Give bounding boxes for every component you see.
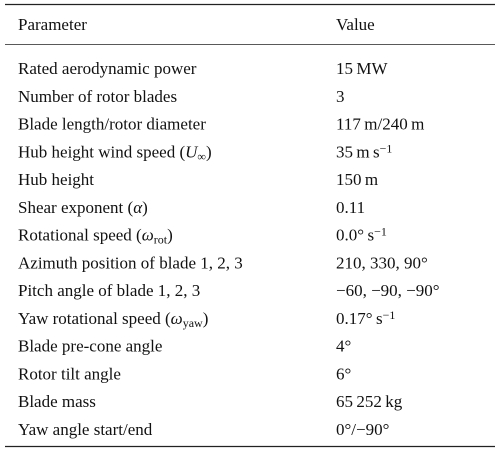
table-cell: Rated aerodynamic power [18,59,197,78]
text-run: Rotational speed ( [18,226,142,245]
table-cell: Yaw angle start/end [18,420,153,439]
table-cell: 0°/−90° [336,420,389,439]
table-cell: Rotational speed (ωrot) [18,226,173,247]
text-run: Hub height wind speed ( [18,142,185,161]
table-cell: 35 m s−1 [336,141,392,161]
table-cell: Pitch angle of blade 1, 2, 3 [18,281,200,300]
text-run-sup: −1 [383,308,396,322]
table-cell: 65 252 kg [336,392,403,411]
text-run: 0.17° s [336,309,383,328]
table-cell: Rotor tilt angle [18,364,121,383]
text-run: Shear exponent ( [18,198,134,217]
table-cell: 0.17° s−1 [336,308,395,328]
text-run-italic: α [133,198,143,217]
text-run: ) [203,309,209,328]
table-cell: Hub height wind speed (U∞) [18,142,212,163]
table-cell: 117 m/240 m [336,115,424,134]
text-run: ) [167,226,173,245]
table-cell: Yaw rotational speed (ωyaw) [18,309,208,330]
header-cell: Parameter [18,15,87,34]
text-run: 0.0° s [336,226,374,245]
table-cell: 15 MW [336,59,389,78]
header-cell: Value [336,15,375,34]
text-run: ) [142,198,148,217]
table-cell: Azimuth position of blade 1, 2, 3 [18,253,243,272]
text-run: 35 m s [336,142,380,161]
table-cell: 210, 330, 90° [336,253,428,272]
text-run-sub: yaw [183,316,203,330]
text-run-sup: −1 [374,224,387,238]
table-cell: 0.11 [336,198,365,217]
table-cell: 3 [336,87,345,106]
table-cell: Blade pre-cone angle [18,337,162,356]
table-cell: Number of rotor blades [18,87,177,106]
text-run-italic: ω [171,309,183,328]
table-cell: 6° [336,364,351,383]
table-cell: −60, −90, −90° [336,281,440,300]
table-cell: Blade mass [18,392,96,411]
text-run-sup: −1 [380,141,393,155]
table-cell: 150 m [336,170,378,189]
table-cell: Shear exponent (α) [18,198,148,217]
text-run: Yaw rotational speed ( [18,309,171,328]
table-cell: 0.0° s−1 [336,224,387,244]
text-run-italic: U [185,142,199,161]
text-run-sub: ∞ [197,149,206,163]
text-run-italic: ω [142,226,154,245]
text-run: ) [206,142,212,161]
table-cell: Blade length/rotor diameter [18,115,206,134]
text-run-sub: rot [154,233,168,247]
table-cell: Hub height [18,170,94,189]
table-cell: 4° [336,337,351,356]
